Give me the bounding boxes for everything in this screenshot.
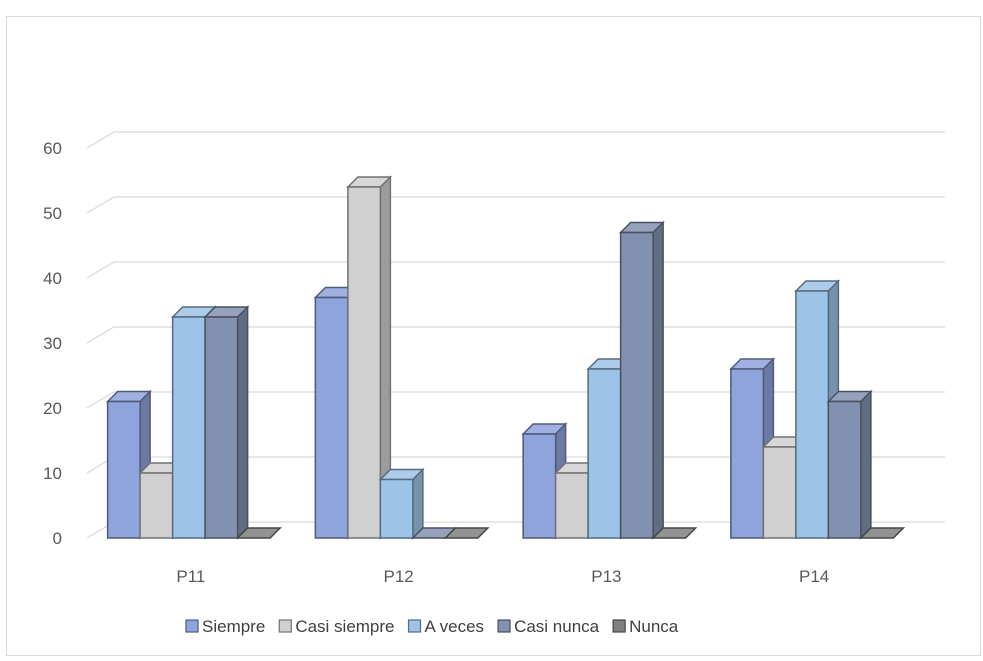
y-tick-label: 50 — [43, 204, 62, 223]
bar-casi-nunca-p14 — [826, 389, 873, 540]
legend-label: Nunca — [629, 617, 679, 636]
legend-swatch — [612, 619, 626, 633]
x-tick-label: P12 — [384, 567, 414, 586]
bar-nunca-p13 — [651, 527, 698, 539]
bar-casi-nunca-p11 — [203, 305, 250, 540]
legend-item: Nunca — [612, 617, 679, 636]
legend-item: A veces — [407, 617, 485, 636]
x-tick-label: P11 — [176, 567, 205, 586]
x-tick-label: P14 — [799, 567, 829, 586]
legend-item: Casi nunca — [497, 617, 600, 636]
gridline — [86, 261, 945, 279]
bar-casi-nunca-p13 — [618, 220, 665, 540]
legend-label: Casi nunca — [514, 617, 600, 636]
legend-item: Siempre — [185, 617, 265, 636]
legend-label: Casi siempre — [295, 617, 394, 636]
y-tick-label: 40 — [43, 269, 62, 288]
legend-swatch — [185, 619, 199, 633]
legend-swatch — [497, 619, 511, 633]
legend-swatch — [407, 619, 422, 633]
legend-label: Siempre — [202, 617, 265, 636]
y-tick-label: 0 — [53, 529, 62, 548]
y-tick-label: 10 — [43, 464, 62, 483]
legend-item: Casi siempre — [278, 617, 395, 636]
y-axis-ticks: 0 10 20 30 40 50 60 — [43, 139, 62, 548]
y-tick-label: 20 — [43, 399, 62, 418]
legend-label: A veces — [425, 617, 485, 636]
bar-a-veces-p12 — [378, 467, 425, 540]
bars — [105, 175, 906, 540]
gridline — [86, 131, 945, 149]
y-tick-label: 60 — [43, 139, 62, 158]
gridline — [86, 196, 945, 214]
legend-swatch — [278, 619, 292, 633]
x-tick-label: P13 — [591, 567, 621, 586]
bar-siempre-p14 — [729, 357, 776, 540]
bar-nunca-p14 — [859, 527, 906, 539]
bar-nunca-p12 — [443, 527, 490, 539]
legend: Siempre Casi siempre A veces Casi nunca Nunc… — [185, 617, 679, 636]
x-axis-ticks: P11 P12 P13 P14 — [176, 567, 829, 586]
gridline — [86, 326, 945, 344]
gridline — [86, 391, 945, 409]
bar-nunca-p11 — [235, 527, 282, 539]
gridlines — [86, 131, 945, 539]
y-tick-label: 30 — [43, 334, 62, 353]
